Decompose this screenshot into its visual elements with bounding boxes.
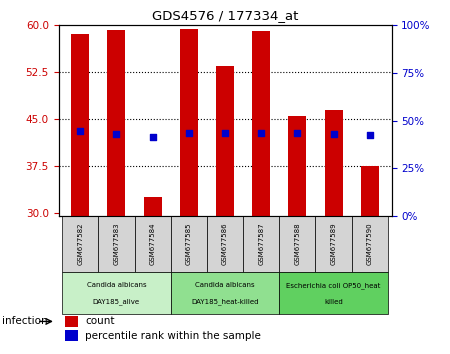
Text: GSM677587: GSM677587 (258, 223, 264, 266)
Bar (71, 34, 89, 216)
Point (366, 132, 373, 138)
Bar (171, 216, 207, 272)
Bar (108, 30, 126, 216)
Bar (65, 316, 78, 327)
Bar (361, 166, 379, 216)
Text: GSM677589: GSM677589 (331, 223, 337, 266)
Bar (324, 109, 342, 216)
Bar (352, 216, 388, 272)
Point (221, 130, 229, 136)
Bar (207, 216, 243, 272)
Bar (252, 31, 270, 216)
Bar (171, 272, 279, 314)
Point (257, 130, 265, 136)
Point (330, 131, 337, 137)
Text: GSM677588: GSM677588 (294, 223, 301, 266)
Bar (98, 216, 135, 272)
Point (76, 128, 84, 134)
Text: infection: infection (2, 316, 48, 326)
Text: DAY185_alive: DAY185_alive (93, 299, 140, 306)
Title: GDS4576 / 177334_at: GDS4576 / 177334_at (152, 9, 298, 22)
Text: DAY185_heat-killed: DAY185_heat-killed (191, 299, 259, 306)
Text: percentile rank within the sample: percentile rank within the sample (85, 331, 261, 341)
Bar (315, 216, 352, 272)
Bar (279, 216, 315, 272)
Point (149, 134, 156, 139)
Bar (243, 216, 279, 272)
Bar (216, 65, 234, 216)
Bar (135, 216, 171, 272)
Text: GSM677582: GSM677582 (77, 223, 83, 266)
Point (113, 131, 120, 137)
Text: GSM677586: GSM677586 (222, 223, 228, 266)
Bar (62, 216, 98, 272)
Bar (180, 29, 198, 216)
Point (294, 130, 301, 136)
Text: Escherichia coli OP50_heat: Escherichia coli OP50_heat (286, 282, 381, 289)
Text: count: count (85, 316, 115, 326)
Point (185, 130, 193, 136)
Bar (279, 272, 388, 314)
Text: GSM677584: GSM677584 (149, 223, 156, 266)
Bar (288, 116, 306, 216)
Bar (62, 272, 171, 314)
Text: GSM677590: GSM677590 (367, 223, 373, 266)
Text: Candida albicans: Candida albicans (195, 282, 255, 289)
Bar (144, 198, 162, 216)
Bar (65, 330, 78, 341)
Text: Candida albicans: Candida albicans (86, 282, 146, 289)
Text: GSM677583: GSM677583 (113, 223, 119, 266)
Text: GSM677585: GSM677585 (186, 223, 192, 266)
Text: killed: killed (324, 299, 343, 305)
